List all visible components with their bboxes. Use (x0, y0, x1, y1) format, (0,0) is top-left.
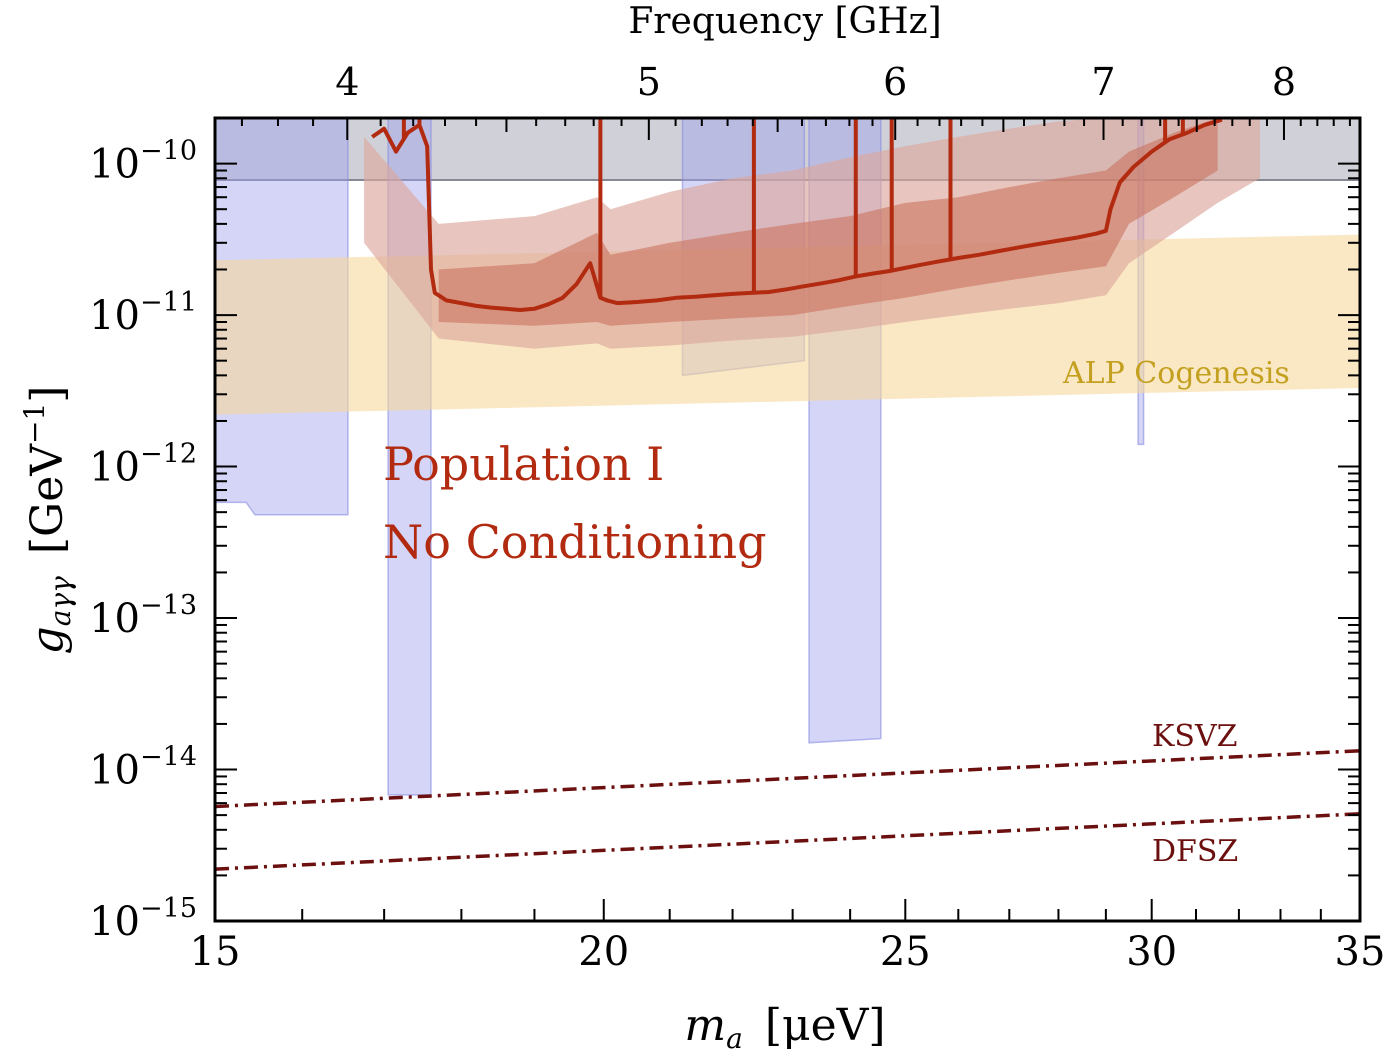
y-tick-label-0: 10−15 (89, 893, 197, 945)
population-label: Population I (383, 437, 664, 491)
y-tick-base: 10 (89, 142, 140, 188)
top-tick-label-8: 8 (1272, 60, 1296, 104)
x-tick-label-25: 25 (880, 929, 931, 975)
ksvz-line (215, 749, 1360, 809)
limit-line (371, 118, 1223, 312)
y-tick-exponent: −11 (140, 287, 197, 318)
y-tick-base: 10 (89, 596, 140, 642)
y-tick-label-1: 10−14 (89, 742, 197, 794)
x-tick-label-15: 15 (190, 929, 241, 975)
y-tick-exponent: −15 (140, 893, 197, 924)
inner-sensitivity-band (438, 118, 1218, 326)
limit-line-layer (371, 118, 1223, 312)
y-tick-label-2: 10−13 (89, 590, 197, 642)
dfsz-label: DFSZ (1152, 834, 1238, 869)
y-tick-label-5: 10−10 (89, 136, 197, 188)
y-tick-label-4: 10−11 (89, 287, 197, 339)
conditioning-label: No Conditioning (383, 515, 767, 569)
top-axis-title: Frequency [GHz] (628, 1, 941, 42)
x-tick-label-30: 30 (1126, 929, 1177, 975)
axis-tick-labels: 15 20 25 30 354 5 6 7 810−1510−1410−1310−1210−11… (89, 60, 1385, 975)
y-axis-title: gaγγ[GeV−1] (18, 386, 77, 655)
y-tick-base: 10 (89, 293, 140, 339)
top-tick-label-6: 6 (883, 60, 907, 104)
dfsz-line (215, 812, 1360, 871)
y-tick-exponent: −12 (140, 439, 197, 470)
y-tick-base: 10 (89, 748, 140, 794)
axis-ticks (214, 117, 1361, 922)
sensitivity-bands-layer (364, 118, 1260, 349)
ksvz-label: KSVZ (1152, 719, 1237, 754)
plot-frame (213, 116, 1362, 923)
top-tick-label-5: 5 (637, 60, 661, 104)
top-tick-label-4: 4 (335, 60, 359, 104)
plot-area (215, 118, 1360, 871)
y-tick-base: 10 (89, 445, 140, 491)
y-tick-exponent: −13 (140, 590, 197, 621)
y-tick-exponent: −14 (140, 742, 197, 773)
x-axis-title: ma [μeV] (684, 1000, 885, 1055)
x-tick-label-20: 20 (578, 929, 629, 975)
y-tick-base: 10 (89, 899, 140, 945)
y-tick-exponent: −10 (140, 136, 197, 167)
top-tick-label-7: 7 (1091, 60, 1115, 104)
qcd-lines-layer (215, 749, 1360, 871)
alp-cogenesis-label: ALP Cogenesis (1062, 356, 1290, 391)
y-tick-label-3: 10−12 (89, 439, 197, 491)
x-tick-label-35: 35 (1335, 929, 1386, 975)
